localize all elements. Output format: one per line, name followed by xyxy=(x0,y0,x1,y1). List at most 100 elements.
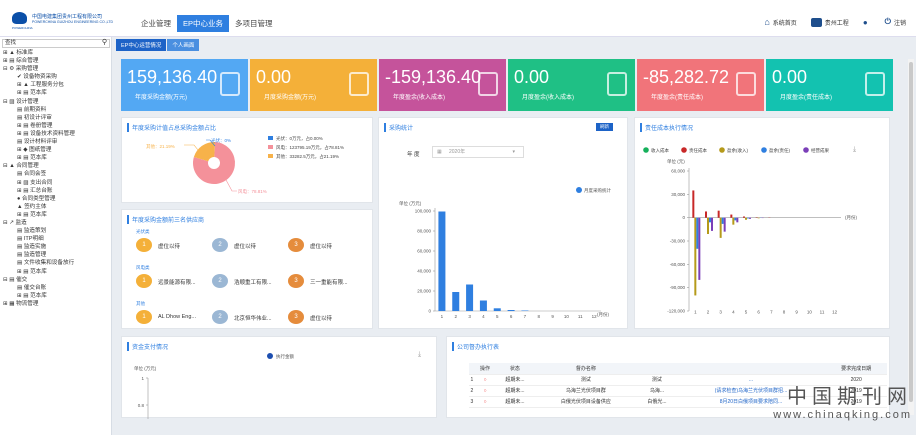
tree-item[interactable]: ▤ 初设计评审 xyxy=(17,114,52,121)
cost-bar[interactable] xyxy=(732,217,735,225)
cost-bar[interactable] xyxy=(745,217,747,220)
cost-bar[interactable] xyxy=(694,217,697,296)
cost-bar[interactable] xyxy=(705,211,707,218)
cost-bar[interactable] xyxy=(723,217,726,232)
tree-item[interactable]: ▤ 监造管理 xyxy=(17,252,47,259)
nav-enterprise[interactable]: 企业管理 xyxy=(141,19,171,28)
tree-item[interactable]: ⊞ ▤ 综合管理 xyxy=(3,58,39,65)
purchase-xtick: 3 xyxy=(468,314,471,319)
logout-link[interactable]: ⏻ 注销 xyxy=(884,17,906,27)
tree-item[interactable]: ⊞ ▨ 支出合同 xyxy=(17,179,53,186)
stat-card-label: 月度盈余(责任成本) xyxy=(780,95,832,101)
nav-multi-project[interactable]: 多项目管理 xyxy=(235,19,273,28)
tree-item[interactable]: ⊞ ▤ 汇总台账 xyxy=(17,187,53,194)
tree-item[interactable]: ⊞ ▦ 物流管理 xyxy=(3,300,39,307)
year-select[interactable]: ▦ 2020年 ▾ xyxy=(432,146,524,158)
purchase-bar[interactable] xyxy=(479,300,487,312)
purchase-bar[interactable] xyxy=(521,310,529,312)
medal-icon: 3 xyxy=(288,310,304,324)
refresh-button[interactable]: 刷新 xyxy=(596,123,613,131)
supplier-name[interactable]: 远景能源有限... xyxy=(158,280,196,286)
supplier-name[interactable]: 三一重能有限... xyxy=(310,280,348,286)
tree-item[interactable]: ⊞ ▲ 工程服务分包 xyxy=(17,82,64,89)
tree-item[interactable]: ⊞ ▤ 范本库 xyxy=(17,268,47,275)
tree-item[interactable]: ⊟ ▤ 催交 xyxy=(3,276,28,283)
cost-bar[interactable] xyxy=(719,217,722,238)
tree-item[interactable]: ▤ 监造策划 xyxy=(17,228,47,235)
supplier-name[interactable]: 虚位以待 xyxy=(158,244,181,250)
supplier-name[interactable]: 浩顺重工有限... xyxy=(234,280,272,286)
org-link[interactable]: 贵州工程 xyxy=(810,17,849,27)
tree-item[interactable]: ⊟ ▨ 设计管理 xyxy=(3,98,39,105)
tree-item[interactable]: ⊟ ↗ 监造 xyxy=(3,219,27,226)
tree-item[interactable]: ⊞ ▤ 范本库 xyxy=(17,90,47,97)
cost-bar[interactable] xyxy=(747,217,749,219)
table-row[interactable]: 3 ○ 超期未... 白俄光伏项目设备供应 白俄光... 8月20日白俄项目要求陪同...… xyxy=(469,396,887,408)
row-action-icon[interactable]: ○ xyxy=(474,396,496,408)
tree-item[interactable]: ⊞ ▤ 范本库 xyxy=(17,292,47,299)
cost-bar[interactable] xyxy=(696,217,699,249)
supplier-name[interactable]: 虚位以待 xyxy=(234,244,257,250)
pie-slice[interactable] xyxy=(193,142,216,163)
cost-bar[interactable] xyxy=(757,217,760,219)
cost-bar[interactable] xyxy=(692,190,695,218)
tree-item[interactable]: ⊟ ⚙ 采购管理 xyxy=(3,66,39,73)
purchase-bar[interactable] xyxy=(493,308,501,311)
cost-bar[interactable] xyxy=(721,217,724,224)
cost-bar[interactable] xyxy=(698,217,701,280)
tree-item[interactable]: ▲ 签约主体 xyxy=(17,203,47,210)
tree-item[interactable]: ⊟ ▲ 合同管理 xyxy=(3,163,39,170)
tree-item[interactable]: ⊞ ▲ 标准库 xyxy=(3,50,34,56)
cost-bar[interactable] xyxy=(743,216,745,218)
row-action-icon[interactable]: ○ xyxy=(474,385,496,397)
purchase-bar[interactable] xyxy=(507,310,515,311)
tree-item[interactable]: ⊞ ▤ 设备技术资料管理 xyxy=(17,130,75,137)
pie-panel: 年度采购计值占总采购金额占比 其他：21.19% 光伏：0% 风电：78.81%… xyxy=(121,117,373,203)
download-icon[interactable]: ⤓ xyxy=(418,351,422,358)
table-row[interactable]: 1 ○ 超期未... 测试 测试... 2020 xyxy=(469,374,887,386)
purchase-bar[interactable] xyxy=(452,292,460,311)
tree-item[interactable]: ⊞ ▤ 范本库 xyxy=(17,155,47,162)
home-link[interactable]: ⌂ 系统首页 xyxy=(764,17,797,27)
search-input[interactable]: 查找 ⚲ xyxy=(2,39,110,48)
tree-item[interactable]: ▤ ITP明细 xyxy=(17,236,44,243)
search-icon[interactable]: ⚲ xyxy=(101,39,107,46)
supplier-name[interactable]: 北京恒华伟业... xyxy=(234,316,272,322)
purchase-bar[interactable] xyxy=(466,284,474,312)
supplier-name[interactable]: 虚位以待 xyxy=(310,316,333,322)
tree-item[interactable]: ⊞ ◆ 图纸管理 xyxy=(17,147,52,154)
tree-item[interactable]: ⊞ ▤ 卷册管理 xyxy=(17,122,53,129)
scroll-thumb[interactable] xyxy=(909,62,913,402)
tree-item[interactable]: ▤ 前期资料 xyxy=(17,106,47,113)
tree-item[interactable]: ● 合同类型管理 xyxy=(17,195,56,202)
download-icon[interactable]: ⤓ xyxy=(853,146,857,153)
table-row[interactable]: 2 ○ 超期未... 乌海兰光伏项目群 乌海... (请求检查)乌海兰光伏项目群招... 2… xyxy=(469,385,887,397)
tree-item[interactable]: ▤ 监造实施 xyxy=(17,244,47,251)
tree-item[interactable]: ▤ 催交台账 xyxy=(17,284,47,291)
tree-item[interactable]: ▤ 合同会签 xyxy=(17,171,47,178)
purchase-bar[interactable] xyxy=(438,211,446,312)
tree-item[interactable]: ▤ 文件收集和设备放行 xyxy=(17,260,75,267)
tab-personal[interactable]: 个人画面 xyxy=(167,39,200,51)
supplier-rank: 3 xyxy=(294,278,298,284)
tab-ep-operation[interactable]: EP中心运营情况 xyxy=(116,39,167,51)
cost-bar[interactable] xyxy=(730,214,733,218)
cost-bar[interactable] xyxy=(711,217,713,231)
tree-item[interactable]: ⊞ ▤ 范本库 xyxy=(17,211,47,218)
tree-item[interactable]: ▤ 设计材料评审 xyxy=(17,139,58,146)
nav-ep-center[interactable]: EP中心业务 xyxy=(177,15,230,32)
supplier-name[interactable]: 虚位以待 xyxy=(310,244,333,250)
tree-item[interactable]: ✔ 设备物资采购 xyxy=(17,74,57,81)
cost-bar[interactable] xyxy=(707,217,709,234)
cost-bar[interactable] xyxy=(717,210,720,218)
cost-bar[interactable] xyxy=(736,217,739,223)
row-action-icon[interactable]: ○ xyxy=(474,374,496,386)
cost-bar[interactable] xyxy=(734,217,737,221)
supplier-name[interactable]: AL Dhow Eng... xyxy=(158,314,197,320)
supervision-table: 操作 状态 督办名称 要求完成日期 1 ○ 超期未... 测试 测试... 2020 2 ○ 超期未.… xyxy=(469,363,887,408)
cost-legend-dot xyxy=(761,147,767,153)
cost-bar[interactable] xyxy=(709,217,711,223)
cost-bar[interactable] xyxy=(749,217,751,219)
page-scrollbar[interactable] xyxy=(908,59,914,415)
user-link[interactable]: ● xyxy=(863,17,871,27)
